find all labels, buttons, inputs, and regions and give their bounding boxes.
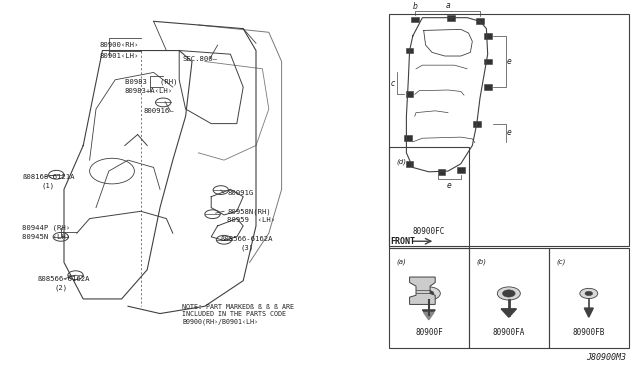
- Text: (1): (1): [42, 182, 55, 189]
- Circle shape: [497, 287, 520, 300]
- Bar: [406, 161, 413, 167]
- Circle shape: [585, 291, 593, 296]
- Text: J80900M3: J80900M3: [586, 353, 626, 362]
- Text: 80958N(RH): 80958N(RH): [227, 208, 271, 215]
- Text: FRONT: FRONT: [390, 237, 415, 246]
- Text: SEC.800—: SEC.800—: [182, 55, 218, 62]
- Bar: [389, 147, 469, 248]
- Circle shape: [502, 290, 515, 297]
- Bar: [406, 92, 413, 97]
- Text: (b): (b): [477, 259, 487, 265]
- Bar: [438, 169, 445, 175]
- Polygon shape: [584, 308, 593, 317]
- Text: (c): (c): [557, 259, 566, 265]
- Circle shape: [417, 287, 440, 300]
- Text: 800916—: 800916—: [144, 108, 175, 114]
- Bar: [476, 17, 484, 23]
- Text: ß08566-6162A: ß08566-6162A: [221, 236, 273, 242]
- Text: e: e: [507, 128, 511, 137]
- Text: (d): (d): [397, 158, 407, 165]
- Text: c: c: [390, 79, 395, 88]
- Text: 80944P (RH›: 80944P (RH›: [22, 224, 70, 231]
- Text: (2): (2): [54, 285, 68, 291]
- Polygon shape: [424, 312, 434, 320]
- Text: 80091G: 80091G: [227, 190, 253, 196]
- Bar: [406, 48, 413, 54]
- Bar: [469, 248, 549, 348]
- Bar: [484, 33, 492, 39]
- Text: ß08168-6121A: ß08168-6121A: [22, 174, 75, 180]
- Bar: [457, 167, 465, 173]
- Circle shape: [580, 288, 598, 299]
- Polygon shape: [422, 310, 435, 317]
- Text: ß08566-6162A: ß08566-6162A: [37, 276, 90, 282]
- Text: 80983+A‹LH›: 80983+A‹LH›: [125, 89, 173, 94]
- Text: 80959  ‹LH›: 80959 ‹LH›: [227, 217, 275, 224]
- Text: B0983   (RH): B0983 (RH): [125, 78, 177, 85]
- Text: (3): (3): [240, 244, 253, 251]
- Text: b: b: [412, 2, 417, 11]
- Text: e: e: [507, 57, 511, 66]
- Text: NOTE: PART MARKEDß ß ß ß ARE
INCLUDED IN THE PARTS CODE
B0900(RH›/B0901‹LH›: NOTE: PART MARKEDß ß ß ß ARE INCLUDED IN…: [182, 304, 294, 325]
- Polygon shape: [501, 309, 516, 317]
- Bar: [484, 58, 492, 64]
- Text: 80900‹RH›: 80900‹RH›: [99, 42, 139, 48]
- Text: a: a: [445, 1, 451, 10]
- Bar: [473, 121, 481, 126]
- Polygon shape: [410, 277, 435, 304]
- Text: 80900FA: 80900FA: [493, 328, 525, 337]
- Text: 80900F: 80900F: [415, 328, 443, 337]
- Text: 80945N ‹LH›: 80945N ‹LH›: [22, 234, 70, 240]
- Bar: [447, 15, 455, 20]
- Text: 80901‹LH›: 80901‹LH›: [99, 53, 139, 59]
- Bar: [411, 17, 419, 22]
- Bar: [404, 135, 412, 141]
- Text: e: e: [447, 180, 452, 190]
- Circle shape: [424, 291, 434, 296]
- Text: 80900FC: 80900FC: [413, 227, 445, 236]
- Text: 80900FB: 80900FB: [573, 328, 605, 337]
- Bar: [484, 84, 492, 90]
- Text: (a): (a): [397, 259, 406, 265]
- Bar: [389, 248, 469, 348]
- Bar: [549, 248, 629, 348]
